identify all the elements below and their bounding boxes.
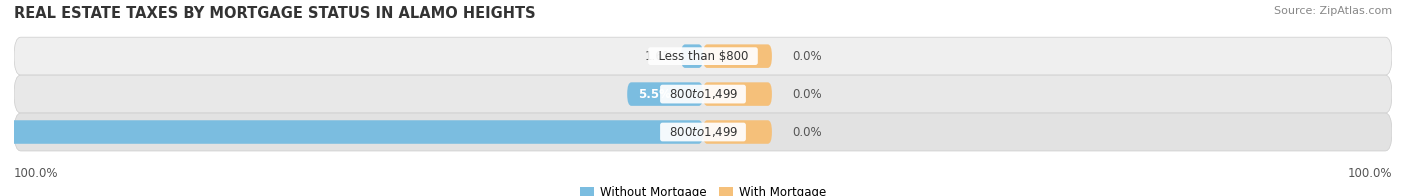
FancyBboxPatch shape <box>14 75 1392 113</box>
FancyBboxPatch shape <box>627 82 703 106</box>
FancyBboxPatch shape <box>681 44 703 68</box>
Text: 100.0%: 100.0% <box>14 167 59 180</box>
Legend: Without Mortgage, With Mortgage: Without Mortgage, With Mortgage <box>575 181 831 196</box>
FancyBboxPatch shape <box>14 37 1392 75</box>
Text: 5.5%: 5.5% <box>638 88 671 101</box>
Text: 100.0%: 100.0% <box>1347 167 1392 180</box>
Text: Less than $800: Less than $800 <box>651 50 755 63</box>
Text: 0.0%: 0.0% <box>793 125 823 139</box>
FancyBboxPatch shape <box>703 82 772 106</box>
Text: Source: ZipAtlas.com: Source: ZipAtlas.com <box>1274 6 1392 16</box>
FancyBboxPatch shape <box>703 44 772 68</box>
Text: 0.0%: 0.0% <box>793 88 823 101</box>
Text: $800 to $1,499: $800 to $1,499 <box>662 125 744 139</box>
Text: $800 to $1,499: $800 to $1,499 <box>662 87 744 101</box>
FancyBboxPatch shape <box>703 120 772 144</box>
Text: 0.0%: 0.0% <box>793 50 823 63</box>
Text: REAL ESTATE TAXES BY MORTGAGE STATUS IN ALAMO HEIGHTS: REAL ESTATE TAXES BY MORTGAGE STATUS IN … <box>14 6 536 21</box>
Text: 1.6%: 1.6% <box>644 50 673 63</box>
FancyBboxPatch shape <box>14 113 1392 151</box>
FancyBboxPatch shape <box>0 120 703 144</box>
